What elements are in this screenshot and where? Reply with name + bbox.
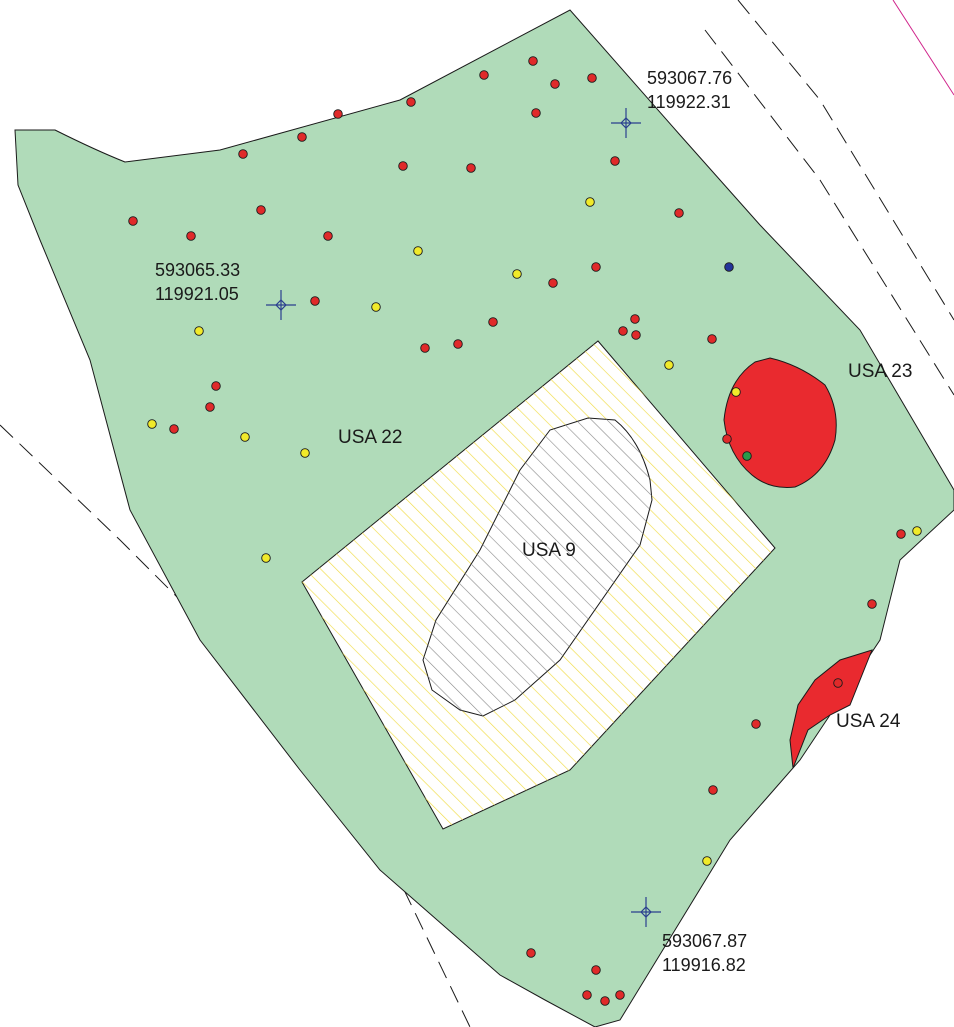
red-find-marker	[707, 334, 717, 344]
red-find-marker	[722, 434, 732, 444]
find-markers	[128, 56, 922, 1006]
red-find-marker	[186, 231, 196, 241]
red-find-marker	[674, 208, 684, 218]
red-find-marker	[466, 163, 476, 173]
red-find-marker	[398, 161, 408, 171]
yellow-find-marker	[240, 432, 250, 442]
red-find-marker	[630, 314, 640, 324]
red-find-marker	[297, 132, 307, 142]
survey-point-2-easting: 593065.33	[155, 260, 240, 280]
survey-point-1-northing: 119922.31	[647, 92, 731, 112]
red-find-marker	[610, 156, 620, 166]
yellow-find-marker	[702, 856, 712, 866]
usa24-label: USA 24	[836, 711, 901, 732]
red-find-marker	[238, 149, 248, 159]
red-find-marker	[591, 965, 601, 975]
red-find-marker	[618, 326, 628, 336]
usa24-area	[789, 649, 873, 769]
red-find-marker	[631, 330, 641, 340]
red-find-marker	[479, 70, 489, 80]
red-find-marker	[531, 108, 541, 118]
red-find-marker	[587, 73, 597, 83]
red-find-marker	[600, 996, 610, 1006]
yellow-find-marker	[147, 419, 157, 429]
yellow-find-marker	[731, 387, 741, 397]
usa9-label: USA 9	[522, 540, 576, 561]
yellow-find-marker	[300, 448, 310, 458]
red-find-marker	[128, 216, 138, 226]
dashed-line-northeast-inner	[704, 29, 954, 396]
yellow-find-marker	[912, 526, 922, 536]
survey-point-2	[266, 290, 296, 320]
yellow-find-marker	[664, 360, 674, 370]
red-find-marker	[550, 79, 560, 89]
survey-point-2-northing: 119921.05	[155, 284, 239, 304]
survey-point-1-easting: 593067.76	[647, 68, 732, 88]
red-find-marker	[896, 529, 906, 539]
yellow-find-marker	[413, 246, 423, 256]
red-find-marker	[582, 990, 592, 1000]
red-find-marker	[708, 785, 718, 795]
blue-find-marker	[724, 262, 734, 272]
yellow-find-marker	[194, 326, 204, 336]
survey-point-3-easting: 593067.87	[662, 931, 747, 951]
red-find-marker	[420, 343, 430, 353]
red-find-marker	[833, 678, 843, 688]
dashed-line-southwest	[0, 424, 471, 1027]
crosshair-icon	[611, 108, 641, 138]
yellow-find-marker	[261, 553, 271, 563]
red-find-marker	[406, 97, 416, 107]
red-find-marker	[751, 719, 761, 729]
red-find-marker	[526, 948, 536, 958]
red-find-marker	[453, 339, 463, 349]
red-find-marker	[591, 262, 601, 272]
usa22-label: USA 22	[338, 427, 402, 448]
survey-point-3	[631, 897, 661, 927]
dashed-line-northeast-outer	[737, 0, 954, 321]
red-find-marker	[205, 402, 215, 412]
crosshair-icon	[266, 290, 296, 320]
red-find-marker	[256, 205, 266, 215]
red-find-marker	[867, 599, 877, 609]
green-find-marker	[742, 451, 752, 461]
yellow-find-marker	[512, 269, 522, 279]
usa9-hatch	[423, 418, 652, 716]
yellow-find-marker	[371, 302, 381, 312]
red-find-marker	[333, 109, 343, 119]
usa23-area	[723, 357, 837, 488]
red-find-marker	[323, 231, 333, 241]
red-find-marker	[548, 278, 558, 288]
boundary-magenta-line	[892, 0, 954, 96]
survey-point-1	[611, 108, 641, 138]
red-find-marker	[488, 317, 498, 327]
crosshair-icon	[631, 897, 661, 927]
red-find-marker	[169, 424, 179, 434]
red-find-marker	[528, 56, 538, 66]
red-find-marker	[310, 296, 320, 306]
red-find-marker	[211, 381, 221, 391]
yellow-find-marker	[585, 197, 595, 207]
survey-point-3-northing: 119916.82	[662, 955, 746, 975]
red-find-marker	[615, 990, 625, 1000]
usa23-label: USA 23	[848, 361, 912, 382]
